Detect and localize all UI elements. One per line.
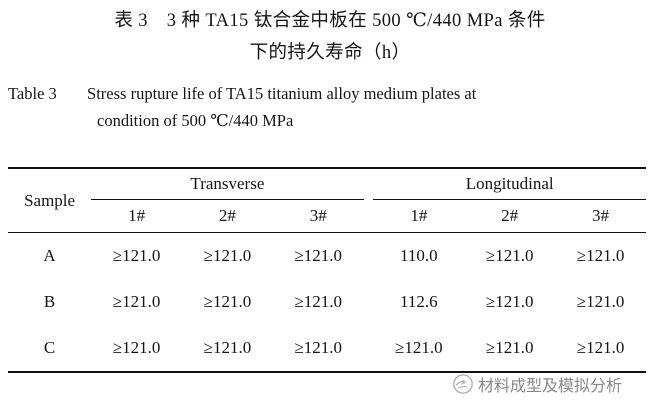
table-row: C ≥121.0 ≥121.0 ≥121.0 ≥121.0 ≥121.0 ≥12…	[8, 325, 646, 372]
header-group-transverse: Transverse	[91, 168, 364, 200]
cell-transverse-3: ≥121.0	[294, 338, 343, 357]
caption-chinese-line-2: 下的持久寿命（h）	[249, 43, 411, 63]
subheader-gap-spacer	[364, 200, 374, 233]
cell-transverse-2: ≥121.0	[203, 338, 252, 357]
cell-transverse-3: ≥121.0	[294, 292, 343, 311]
cell-longitudinal-2: ≥121.0	[485, 246, 534, 265]
table-group-header-row: Sample Transverse Longitudinal	[8, 168, 646, 210]
table-row: B ≥121.0 ≥121.0 ≥121.0 112.6 ≥121.0 ≥121…	[8, 279, 646, 325]
table-row: A ≥121.0 ≥121.0 ≥121.0 110.0 ≥121.0 ≥121…	[8, 233, 646, 280]
cell-sample: C	[43, 338, 56, 357]
cell-transverse-2: ≥121.0	[203, 246, 252, 265]
cell-transverse-1: ≥121.0	[112, 246, 161, 265]
watermark-text: 材料成型及模拟分析	[478, 376, 623, 395]
caption-english-line-1: Table 3 Stress rupture life of TA15 tita…	[0, 68, 654, 107]
cell-transverse-3: ≥121.0	[294, 246, 343, 265]
cell-longitudinal-3: ≥121.0	[576, 246, 625, 265]
caption-english-label: Table 3	[8, 84, 57, 103]
header-transverse-1: 1#	[128, 206, 146, 225]
header-longitudinal-3: 3#	[592, 206, 610, 225]
header-sample: Sample	[24, 190, 76, 210]
cell-longitudinal-1: 110.0	[400, 246, 438, 265]
cell-sample: B	[43, 292, 56, 311]
watermark-overlay: 材料成型及模拟分析	[452, 369, 648, 399]
cell-longitudinal-1: ≥121.0	[395, 338, 443, 357]
cell-transverse-2: ≥121.0	[203, 292, 252, 311]
group-gap-spacer	[364, 168, 374, 200]
cell-transverse-1: ≥121.0	[112, 292, 161, 311]
row-gap-spacer	[364, 279, 374, 325]
row-gap-spacer	[364, 233, 374, 280]
cell-longitudinal-1: 112.6	[400, 292, 438, 311]
cell-longitudinal-2: ≥121.0	[485, 338, 534, 357]
caption-english-text-1: Stress rupture life of TA15 titanium all…	[87, 84, 477, 103]
cell-sample: A	[43, 246, 56, 265]
table-subheader-row: 1# 2# 3# 1# 2# 3#	[8, 200, 646, 233]
cell-longitudinal-3: ≥121.0	[576, 338, 625, 357]
header-transverse-2: 2#	[218, 206, 236, 225]
row-gap-spacer	[364, 325, 374, 372]
stress-rupture-life-table: Sample Transverse Longitudinal 1# 2# 3# …	[8, 167, 646, 373]
data-table-container: Sample Transverse Longitudinal 1# 2# 3# …	[8, 167, 646, 373]
caption-chinese-line-1: 表 3 3 种 TA15 钛合金中板在 500 ℃/440 MPa 条件	[114, 11, 546, 31]
cell-longitudinal-2: ≥121.0	[485, 292, 534, 311]
header-transverse-3: 3#	[309, 206, 327, 225]
cell-transverse-1: ≥121.0	[112, 338, 161, 357]
watermark-logo-icon	[453, 374, 473, 394]
header-group-longitudinal: Longitudinal	[373, 168, 646, 200]
header-longitudinal-1: 1#	[410, 206, 428, 225]
cell-longitudinal-3: ≥121.0	[576, 292, 625, 311]
caption-english-line-2: condition of 500 ℃/440 MPa	[97, 111, 294, 130]
header-longitudinal-2: 2#	[501, 206, 519, 225]
table-caption-block: 表 3 3 种 TA15 钛合金中板在 500 ℃/440 MPa 条件 下的持…	[0, 0, 654, 134]
